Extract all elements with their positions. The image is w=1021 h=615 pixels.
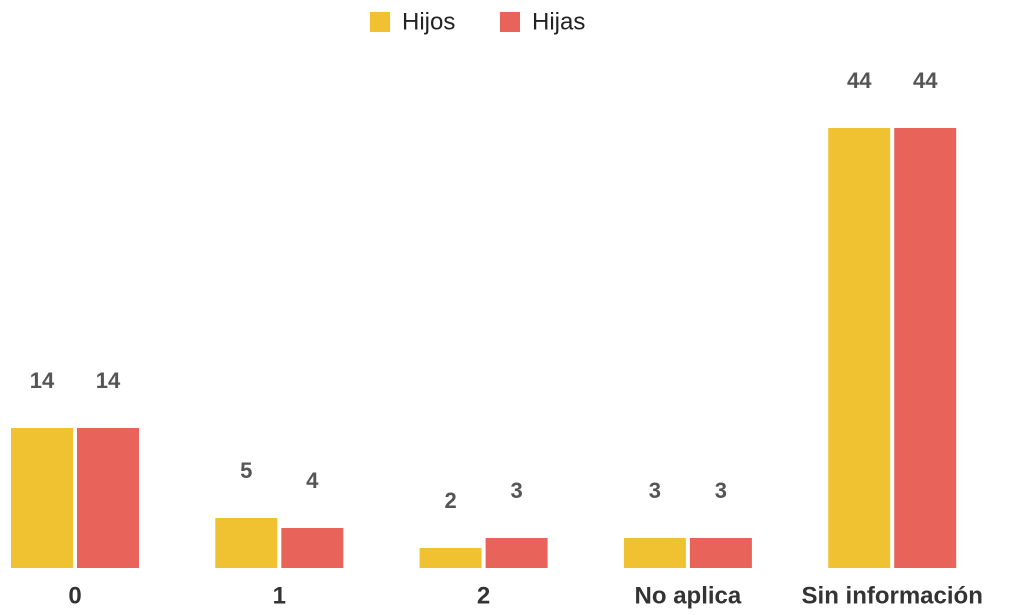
- bar: [828, 128, 891, 568]
- bar: [894, 128, 957, 568]
- bar: [77, 428, 139, 568]
- bar: [485, 538, 548, 568]
- value-label: 2: [444, 488, 456, 513]
- legend-swatch: [500, 12, 520, 32]
- value-label: 5: [240, 458, 252, 483]
- value-label: 14: [96, 368, 121, 393]
- x-tick-label: Sin información: [802, 582, 983, 609]
- bar: [419, 548, 482, 568]
- value-label: 44: [913, 68, 938, 93]
- legend-label: Hijos: [402, 8, 455, 35]
- bar: [281, 528, 344, 568]
- bar: [623, 538, 686, 568]
- bar: [215, 518, 278, 568]
- legend-label: Hijas: [532, 8, 585, 35]
- x-tick-label: 2: [477, 582, 490, 609]
- value-label: 3: [649, 478, 661, 503]
- legend-swatch: [370, 12, 390, 32]
- value-label: 14: [30, 368, 55, 393]
- bar: [11, 428, 73, 568]
- x-tick-label: No aplica: [635, 582, 742, 609]
- x-tick-label: 0: [68, 582, 81, 609]
- x-tick-label: 1: [273, 582, 286, 609]
- value-label: 4: [306, 468, 319, 493]
- value-label: 44: [847, 68, 872, 93]
- value-label: 3: [715, 478, 727, 503]
- value-label: 3: [510, 478, 522, 503]
- bar: [689, 538, 752, 568]
